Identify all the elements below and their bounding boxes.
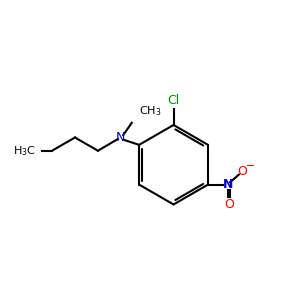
Text: N: N bbox=[116, 131, 126, 144]
Text: CH$_3$: CH$_3$ bbox=[139, 104, 161, 118]
Text: H$_3$C: H$_3$C bbox=[13, 144, 36, 158]
Text: N: N bbox=[223, 178, 233, 191]
Text: O: O bbox=[224, 198, 234, 211]
Text: −: − bbox=[245, 161, 255, 171]
Text: O: O bbox=[238, 165, 248, 178]
Text: Cl: Cl bbox=[167, 94, 180, 107]
